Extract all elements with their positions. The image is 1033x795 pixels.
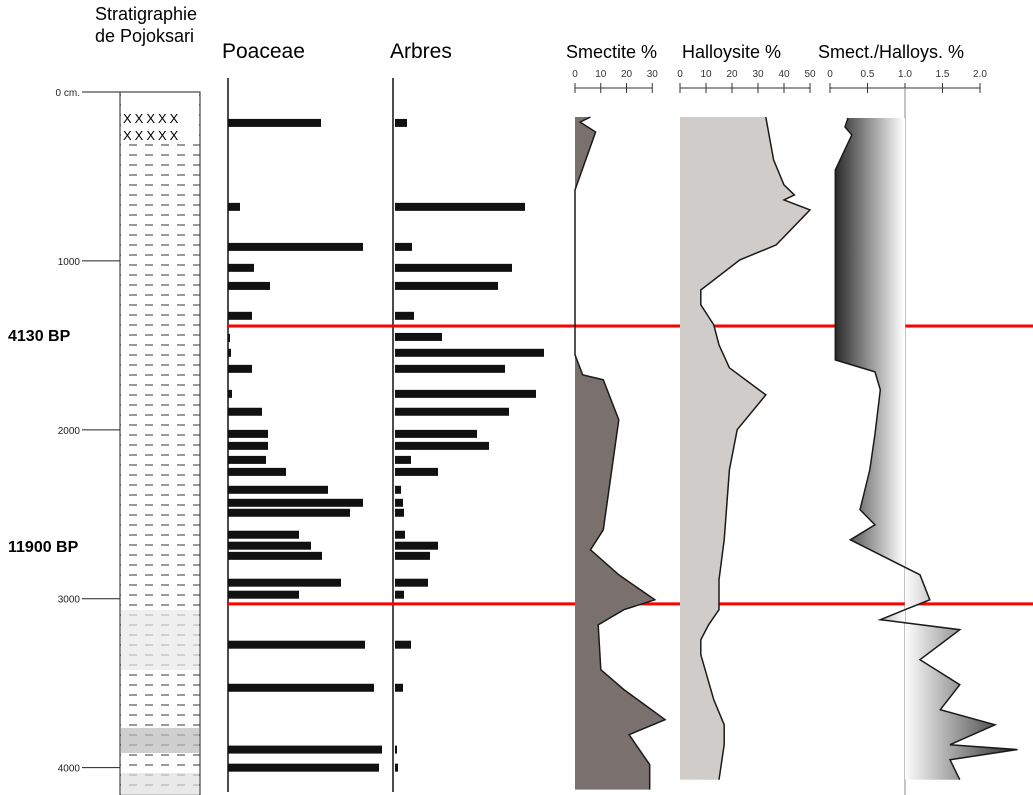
bar bbox=[228, 333, 230, 342]
x-tick-label: 40 bbox=[778, 69, 790, 80]
x-tick-label: 0 bbox=[827, 69, 833, 80]
bar bbox=[228, 508, 350, 517]
area-line bbox=[700, 116, 812, 780]
x-tick-label: 30 bbox=[647, 69, 659, 80]
bar bbox=[395, 498, 403, 507]
area-fill bbox=[575, 116, 666, 790]
bar bbox=[395, 348, 544, 357]
x-tick-label: 20 bbox=[726, 69, 738, 80]
x-tick-label: 0.5 bbox=[861, 69, 875, 80]
area-fill bbox=[835, 118, 1018, 780]
bar bbox=[395, 455, 411, 464]
bar bbox=[395, 578, 428, 587]
bar bbox=[228, 441, 268, 450]
bar bbox=[395, 311, 414, 320]
bar bbox=[228, 202, 240, 211]
bar bbox=[228, 429, 268, 438]
bar bbox=[228, 364, 252, 373]
bar bbox=[228, 348, 231, 357]
bar bbox=[228, 541, 311, 550]
bar bbox=[395, 364, 505, 373]
bar bbox=[228, 242, 363, 251]
area-line bbox=[834, 117, 1018, 781]
bar bbox=[228, 763, 379, 772]
bar bbox=[395, 389, 536, 398]
bar bbox=[228, 590, 299, 599]
x-tick-label: 1.0 bbox=[898, 69, 912, 80]
bar bbox=[395, 202, 525, 211]
area-line bbox=[574, 116, 667, 790]
bar bbox=[395, 590, 404, 599]
bar bbox=[395, 429, 477, 438]
bar bbox=[395, 541, 438, 550]
panel-title: de Pojoksari bbox=[95, 26, 194, 46]
depth-label: 4000 bbox=[58, 764, 81, 775]
bar bbox=[228, 263, 254, 272]
x-tick-label: 50 bbox=[804, 69, 816, 80]
bar bbox=[395, 118, 407, 127]
boundary-label: 4130 BP bbox=[8, 328, 71, 345]
svg-text:XXXXX: XXXXX bbox=[123, 111, 181, 126]
x-tick-label: 2.0 bbox=[973, 69, 987, 80]
x-tick-label: 30 bbox=[752, 69, 764, 80]
bar bbox=[395, 551, 430, 560]
bar bbox=[228, 745, 382, 754]
bar bbox=[395, 640, 411, 649]
bar bbox=[228, 389, 232, 398]
x-tick-label: 20 bbox=[621, 69, 633, 80]
bar bbox=[395, 242, 412, 251]
strat-column: XXXXX XXXXX bbox=[119, 78, 394, 795]
svg-text:XXXXX: XXXXX bbox=[123, 128, 181, 143]
bar bbox=[228, 485, 328, 494]
bar bbox=[395, 332, 442, 341]
bar bbox=[228, 455, 266, 464]
bar bbox=[395, 263, 512, 272]
bar bbox=[228, 551, 322, 560]
bar bbox=[228, 311, 252, 320]
boundary-label: 11900 BP bbox=[8, 539, 79, 556]
bar bbox=[228, 118, 321, 127]
area-fill bbox=[680, 116, 810, 780]
bar bbox=[395, 530, 405, 539]
bar bbox=[395, 407, 509, 416]
bar bbox=[228, 281, 270, 290]
x-tick-label: 10 bbox=[700, 69, 712, 80]
bar bbox=[228, 467, 286, 476]
depth-label: 2000 bbox=[58, 426, 81, 437]
depth-label: 3000 bbox=[58, 595, 81, 606]
panel-title: Halloysite % bbox=[682, 42, 781, 62]
bar bbox=[228, 578, 341, 587]
bar bbox=[395, 441, 489, 450]
panel-title: Stratigraphie bbox=[95, 4, 197, 24]
panel-title: Arbres bbox=[390, 40, 452, 63]
x-tick-label: 0 bbox=[677, 69, 683, 80]
bar bbox=[395, 467, 438, 476]
depth-label: 0 cm. bbox=[56, 88, 80, 99]
x-tick-label: 1.5 bbox=[936, 69, 950, 80]
panel-title: Smect./Halloys. % bbox=[818, 42, 964, 62]
depth-label: 1000 bbox=[58, 257, 81, 268]
bar bbox=[395, 683, 403, 692]
bar bbox=[395, 508, 404, 517]
panel-title: Poaceae bbox=[222, 40, 305, 63]
bar bbox=[228, 683, 374, 692]
panel-title: Smectite % bbox=[566, 42, 657, 62]
bar bbox=[228, 498, 363, 507]
bar bbox=[395, 745, 397, 754]
x-tick-label: 10 bbox=[595, 69, 607, 80]
bar bbox=[228, 530, 299, 539]
bar bbox=[228, 407, 262, 416]
bar bbox=[395, 281, 498, 290]
x-tick-label: 0 bbox=[572, 69, 578, 80]
bar bbox=[395, 485, 401, 494]
bar bbox=[228, 640, 365, 649]
bar bbox=[395, 763, 398, 772]
